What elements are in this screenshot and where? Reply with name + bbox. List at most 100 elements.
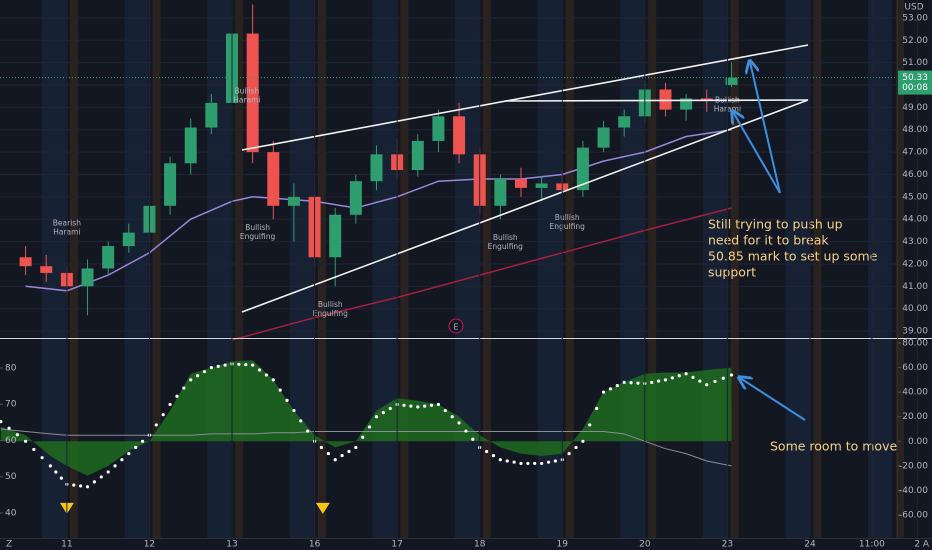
candle-body bbox=[287, 196, 300, 206]
candle-body bbox=[370, 154, 383, 182]
session-stripe bbox=[400, 0, 409, 538]
oscillator-dot bbox=[402, 403, 406, 407]
oscillator-dot bbox=[72, 483, 76, 487]
oscillator-dot bbox=[588, 423, 592, 427]
oscillator-dot bbox=[333, 458, 337, 462]
oscillator-dot bbox=[340, 454, 344, 458]
oscillator-dot bbox=[92, 480, 96, 484]
ui-button[interactable]: A bbox=[923, 540, 930, 550]
oscillator-dot bbox=[512, 460, 516, 464]
earnings-marker[interactable] bbox=[448, 318, 464, 334]
oscillator-dot bbox=[622, 380, 626, 384]
oscillator-dot bbox=[540, 461, 544, 466]
y-tick-label: 49.00 bbox=[902, 103, 928, 113]
oscillator-dot bbox=[32, 447, 36, 452]
oscillator-dot bbox=[271, 378, 275, 382]
countdown: 00:08 bbox=[902, 83, 928, 93]
oscillator-dot bbox=[140, 439, 145, 443]
x-tick-label: 20 bbox=[639, 540, 651, 550]
oscillator-dot bbox=[79, 484, 83, 488]
oscillator-dot bbox=[354, 445, 358, 450]
oscillator-dot bbox=[368, 425, 372, 429]
session-stripe bbox=[896, 0, 904, 538]
oscillator-dot bbox=[161, 413, 165, 417]
y2-tick-label: 80.00 bbox=[902, 338, 928, 348]
oscillator-dot bbox=[381, 411, 385, 415]
pattern-label: Engulfing bbox=[488, 242, 524, 251]
session-stripe bbox=[152, 0, 161, 538]
oscillator-dot bbox=[650, 380, 654, 384]
candle-body bbox=[659, 89, 672, 110]
x-tick-label: 23 bbox=[722, 540, 733, 550]
candle-body bbox=[453, 116, 466, 155]
oscillator-dot bbox=[237, 362, 241, 366]
oscillator-dot bbox=[436, 402, 441, 407]
oscillator-dot bbox=[85, 485, 90, 489]
last-price-tag bbox=[898, 70, 932, 95]
candle-body bbox=[576, 147, 589, 191]
y-tick-label: 44.00 bbox=[902, 215, 928, 225]
oscillator-dot bbox=[99, 475, 103, 479]
oscillator-dot bbox=[450, 415, 454, 419]
y-tick-label: 40 bbox=[5, 508, 17, 518]
y-tick-label: 45.00 bbox=[902, 192, 928, 202]
candle-body bbox=[494, 178, 507, 206]
candle-body bbox=[680, 98, 693, 110]
arrow bbox=[733, 112, 781, 194]
y-tick-label: 50 bbox=[5, 472, 17, 482]
arrows bbox=[733, 62, 806, 421]
oscillator-dot bbox=[691, 375, 695, 380]
last-price-label: 50.33 bbox=[902, 73, 928, 83]
y-tick-label: 41.00 bbox=[902, 282, 928, 292]
background-stripes bbox=[42, 0, 904, 538]
oscillator-dot bbox=[423, 404, 427, 408]
note: need for it to break bbox=[708, 233, 829, 248]
oscillator-dot bbox=[471, 437, 475, 441]
y-tick-label: 53.00 bbox=[902, 13, 928, 23]
session-stripe bbox=[70, 0, 78, 538]
oscillator-dot bbox=[595, 406, 599, 411]
oscillator-dot bbox=[629, 381, 633, 385]
x-tick-label: 12 bbox=[144, 540, 155, 550]
y-tick-label: 51.00 bbox=[902, 58, 928, 68]
pattern-label: Bullish bbox=[234, 87, 259, 96]
oscillator-dot bbox=[429, 403, 434, 407]
session-stripe bbox=[124, 0, 149, 538]
candle-body bbox=[122, 232, 135, 247]
oscillator-dot bbox=[663, 378, 668, 382]
candle-body bbox=[102, 246, 115, 269]
ui-button[interactable]: Z bbox=[6, 540, 12, 550]
oscillator-dot bbox=[15, 433, 19, 437]
oscillator-dot bbox=[59, 476, 63, 480]
oscillator-dot bbox=[216, 364, 220, 368]
x-tick-label: 24 bbox=[804, 540, 816, 550]
session-stripe bbox=[565, 0, 574, 538]
y-tick-label: 39.00 bbox=[902, 327, 928, 337]
y2-tick-label: -40.00 bbox=[899, 486, 928, 496]
session-stripe bbox=[730, 0, 739, 538]
y-tick-label: 46.00 bbox=[902, 170, 928, 180]
oscillator-dot bbox=[278, 388, 282, 392]
oscillator-dot bbox=[491, 454, 496, 458]
oscillator-dot bbox=[484, 449, 489, 454]
oscillator-dot bbox=[175, 394, 179, 398]
candle-body bbox=[267, 152, 280, 206]
y-tick-label: 70 bbox=[5, 400, 17, 410]
oscillator-dot bbox=[553, 459, 557, 463]
oscillator-dot bbox=[0, 420, 3, 424]
oscillator-dot bbox=[533, 461, 537, 466]
x-tick-label: 18 bbox=[474, 540, 486, 550]
oscillator-dot bbox=[729, 373, 734, 377]
trend-line bbox=[504, 99, 809, 102]
candle-body bbox=[19, 257, 32, 267]
candle-body bbox=[725, 77, 738, 86]
pattern-label: Bullish bbox=[318, 300, 343, 309]
earnings-label[interactable]: E bbox=[453, 323, 458, 332]
pattern-label: Engulfing bbox=[313, 309, 349, 318]
oscillator-dot bbox=[505, 459, 509, 463]
oscillator-dot bbox=[292, 408, 296, 413]
oscillator-dot bbox=[189, 378, 193, 382]
oscillator-dot bbox=[182, 386, 186, 390]
oscillator-dot bbox=[546, 460, 551, 464]
trend-line bbox=[241, 99, 809, 313]
